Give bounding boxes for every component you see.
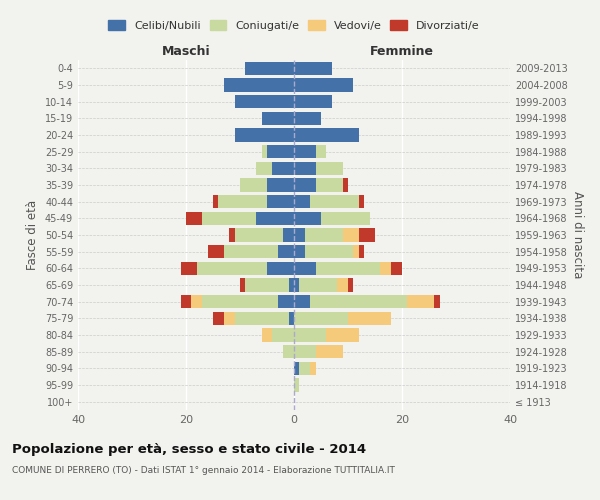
Bar: [407, 295, 434, 308]
Bar: [208, 245, 224, 258]
Bar: [267, 262, 294, 275]
Bar: [294, 112, 321, 125]
Y-axis label: Fasce di età: Fasce di età: [26, 200, 39, 270]
Bar: [283, 345, 294, 358]
Bar: [316, 145, 326, 158]
Bar: [197, 262, 267, 275]
Bar: [245, 62, 294, 75]
Bar: [299, 362, 310, 375]
Bar: [310, 362, 316, 375]
Bar: [278, 245, 294, 258]
Bar: [272, 328, 294, 342]
Bar: [310, 195, 359, 208]
Bar: [391, 262, 402, 275]
Bar: [348, 312, 391, 325]
Bar: [186, 212, 202, 225]
Bar: [294, 95, 332, 108]
Bar: [240, 278, 245, 291]
Bar: [202, 295, 278, 308]
Bar: [294, 162, 316, 175]
Bar: [294, 212, 321, 225]
Bar: [213, 312, 224, 325]
Bar: [294, 278, 299, 291]
Bar: [235, 228, 283, 241]
Bar: [235, 312, 289, 325]
Bar: [256, 212, 294, 225]
Bar: [294, 195, 310, 208]
Bar: [235, 128, 294, 141]
Bar: [294, 362, 299, 375]
Bar: [181, 262, 197, 275]
Bar: [213, 195, 218, 208]
Bar: [272, 162, 294, 175]
Bar: [262, 145, 267, 158]
Bar: [256, 162, 272, 175]
Legend: Celibi/Nubili, Coniugati/e, Vedovi/e, Divorziati/e: Celibi/Nubili, Coniugati/e, Vedovi/e, Di…: [109, 20, 479, 31]
Bar: [294, 262, 316, 275]
Bar: [316, 178, 343, 192]
Bar: [348, 278, 353, 291]
Bar: [294, 178, 316, 192]
Bar: [321, 212, 370, 225]
Bar: [316, 345, 343, 358]
Bar: [316, 262, 380, 275]
Text: Popolazione per età, sesso e stato civile - 2014: Popolazione per età, sesso e stato civil…: [12, 442, 366, 456]
Bar: [353, 245, 359, 258]
Bar: [305, 245, 353, 258]
Bar: [294, 245, 305, 258]
Bar: [224, 312, 235, 325]
Bar: [202, 212, 256, 225]
Bar: [294, 228, 305, 241]
Bar: [343, 178, 348, 192]
Bar: [289, 278, 294, 291]
Y-axis label: Anni di nascita: Anni di nascita: [571, 192, 584, 278]
Bar: [294, 128, 359, 141]
Bar: [278, 295, 294, 308]
Bar: [434, 295, 440, 308]
Bar: [326, 328, 359, 342]
Bar: [294, 145, 316, 158]
Bar: [229, 228, 235, 241]
Bar: [240, 178, 267, 192]
Bar: [262, 328, 272, 342]
Bar: [316, 162, 343, 175]
Bar: [191, 295, 202, 308]
Bar: [343, 228, 359, 241]
Bar: [294, 312, 348, 325]
Bar: [294, 378, 299, 392]
Bar: [267, 145, 294, 158]
Bar: [224, 78, 294, 92]
Bar: [299, 278, 337, 291]
Bar: [310, 295, 407, 308]
Bar: [337, 278, 348, 291]
Bar: [359, 228, 375, 241]
Bar: [283, 228, 294, 241]
Bar: [359, 195, 364, 208]
Bar: [294, 295, 310, 308]
Bar: [267, 195, 294, 208]
Bar: [359, 245, 364, 258]
Bar: [181, 295, 191, 308]
Bar: [235, 95, 294, 108]
Bar: [267, 178, 294, 192]
Bar: [380, 262, 391, 275]
Bar: [305, 228, 343, 241]
Text: Femmine: Femmine: [370, 46, 434, 59]
Bar: [218, 195, 267, 208]
Text: COMUNE DI PERRERO (TO) - Dati ISTAT 1° gennaio 2014 - Elaborazione TUTTITALIA.IT: COMUNE DI PERRERO (TO) - Dati ISTAT 1° g…: [12, 466, 395, 475]
Bar: [294, 328, 326, 342]
Text: Maschi: Maschi: [161, 46, 211, 59]
Bar: [294, 345, 316, 358]
Bar: [289, 312, 294, 325]
Bar: [294, 62, 332, 75]
Bar: [245, 278, 289, 291]
Bar: [262, 112, 294, 125]
Bar: [294, 78, 353, 92]
Bar: [224, 245, 278, 258]
